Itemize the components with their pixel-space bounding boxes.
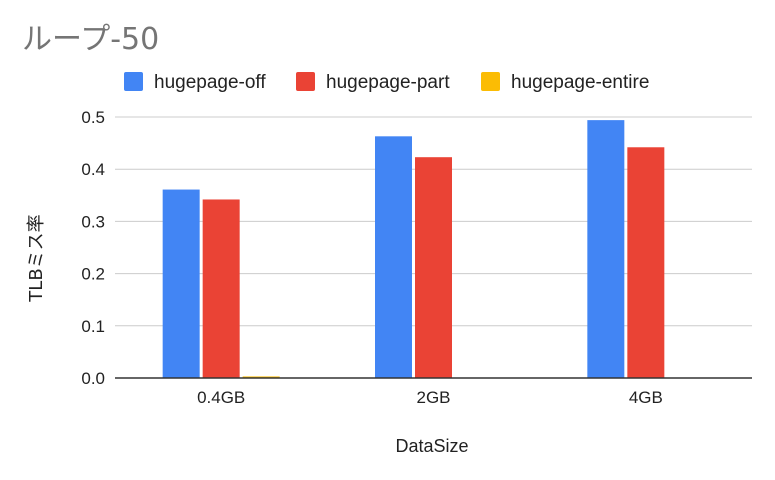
bar — [415, 157, 452, 378]
legend-label: hugepage-part — [326, 72, 450, 93]
legend-label: hugepage-entire — [511, 72, 649, 93]
legend: hugepage-off hugepage-part hugepage-entire — [124, 72, 649, 93]
bar — [242, 376, 280, 378]
x-tick-label: 2GB — [416, 388, 450, 407]
bar — [162, 189, 200, 378]
x-tick-label: 0.4GB — [197, 388, 245, 407]
y-tick-label: 0.1 — [81, 317, 105, 336]
y-tick-label: 0.3 — [81, 212, 105, 231]
bar — [587, 120, 625, 378]
legend-swatch — [481, 72, 500, 91]
chart-title: ループ-50 — [22, 22, 160, 57]
y-tick-label: 0.2 — [81, 265, 105, 284]
y-tick-label: 0.0 — [81, 369, 105, 388]
bar — [202, 199, 240, 378]
legend-swatch — [124, 72, 143, 91]
bar — [627, 147, 665, 378]
bars — [115, 120, 752, 379]
x-tick-labels: 0.4GB 2GB 4GB — [197, 388, 663, 407]
y-tick-label: 0.5 — [81, 108, 105, 127]
y-tick-label: 0.4 — [81, 160, 105, 179]
x-axis-title: DataSize — [395, 436, 468, 456]
x-tick-label: 4GB — [629, 388, 663, 407]
y-axis-title: TLBミス率 — [26, 214, 47, 302]
bar — [375, 136, 412, 378]
legend-label: hugepage-off — [154, 72, 266, 93]
legend-swatch — [296, 72, 315, 91]
